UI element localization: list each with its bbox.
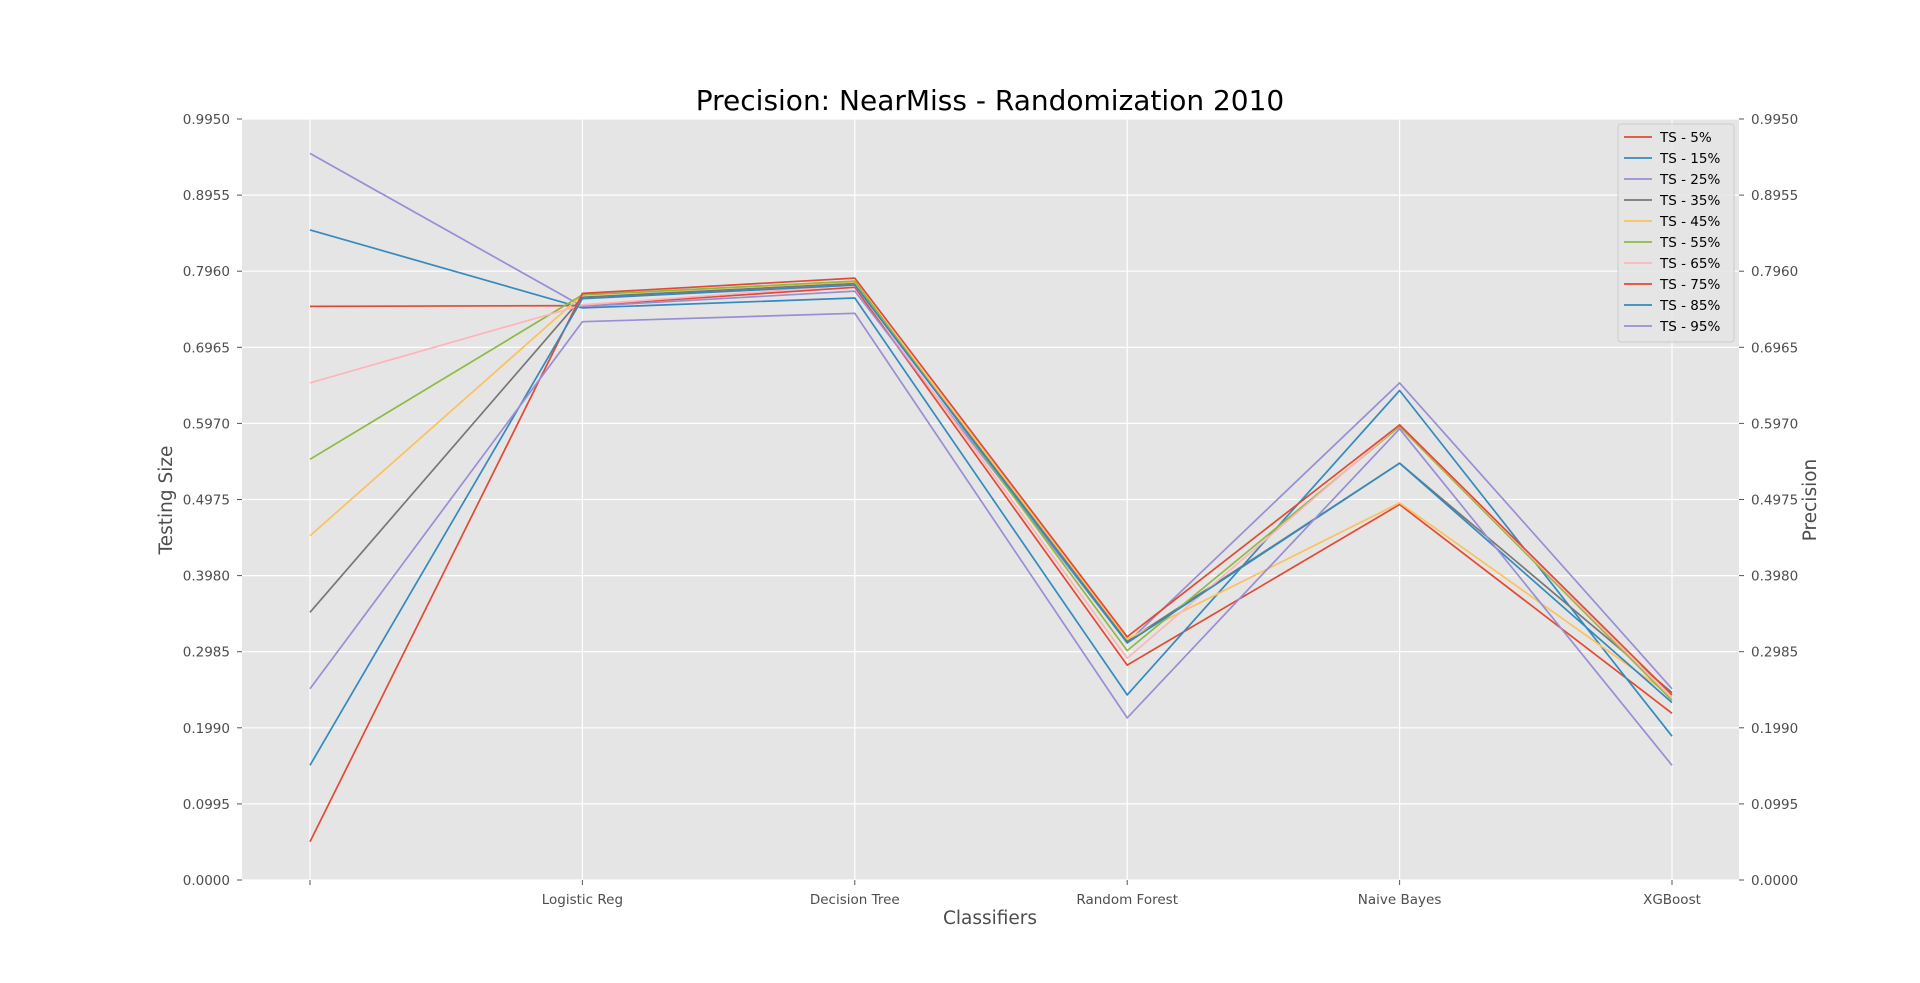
right-y-tick-label: 0.0995 bbox=[1751, 797, 1798, 813]
right-y-tick-label: 0.5970 bbox=[1751, 416, 1798, 432]
left-y-tick-label: 0.8955 bbox=[183, 188, 230, 204]
series-line-10 bbox=[309, 312, 1673, 766]
right-y-axis-title: Precision bbox=[1800, 459, 1821, 542]
legend-label: TS - 95% bbox=[1659, 319, 1720, 335]
legend: TS - 5% TS - 15% TS - 25% TS - 35% TS - 45% T… bbox=[1617, 123, 1735, 343]
right-y-tick-label: 0.7960 bbox=[1751, 264, 1798, 280]
x-axis-title: Classifiers bbox=[943, 908, 1037, 929]
x-tick-label: Logistic Reg bbox=[542, 892, 623, 908]
right-y-tick-label: 0.4975 bbox=[1751, 493, 1798, 509]
series-line-2 bbox=[309, 229, 1673, 737]
series-line-4 bbox=[309, 282, 1673, 694]
left-y-tick-label: 0.9950 bbox=[183, 112, 230, 128]
right-y-tick-label: 0.2985 bbox=[1751, 645, 1798, 661]
left-y-tick-label: 0.2985 bbox=[183, 645, 230, 661]
right-y-tick-label: 0.3980 bbox=[1751, 569, 1798, 585]
legend-label: TS - 55% bbox=[1659, 235, 1720, 251]
left-y-tick-label: 0.7960 bbox=[183, 264, 230, 280]
x-tick-label: Naive Bayes bbox=[1358, 892, 1442, 908]
series-line-9 bbox=[309, 284, 1673, 766]
right-y-tick-label: 0.6965 bbox=[1751, 340, 1798, 356]
x-tick-label: Random Forest bbox=[1076, 892, 1178, 908]
left-y-tick-label: 0.0995 bbox=[183, 797, 230, 813]
legend-label: TS - 75% bbox=[1659, 277, 1720, 293]
chart-title: Precision: NearMiss - Randomization 2010 bbox=[696, 84, 1284, 117]
right-y-tick-label: 0.8955 bbox=[1751, 188, 1798, 204]
left-y-axis: 0.0000 0.0995 0.1990 0.2985 0.3980 0.4975 0.59… bbox=[183, 112, 242, 889]
left-y-axis-title: Testing Size bbox=[156, 446, 177, 556]
left-y-tick-label: 0.1990 bbox=[183, 721, 230, 737]
series-line-6 bbox=[309, 280, 1673, 701]
x-axis: Logistic Reg Decision Tree Random Forest Na… bbox=[309, 880, 1701, 908]
right-y-tick-label: 0.0000 bbox=[1751, 873, 1798, 889]
series-lines bbox=[309, 152, 1673, 843]
legend-label: TS - 25% bbox=[1659, 172, 1720, 188]
right-y-tick-label: 0.9950 bbox=[1751, 112, 1798, 128]
x-tick-label: Decision Tree bbox=[810, 892, 900, 908]
legend-label: TS - 15% bbox=[1659, 151, 1720, 167]
right-y-tick-label: 0.1990 bbox=[1751, 721, 1798, 737]
left-y-tick-label: 0.5970 bbox=[183, 416, 230, 432]
legend-label: TS - 45% bbox=[1659, 214, 1720, 230]
series-line-8 bbox=[309, 277, 1673, 843]
x-tick-label: XGBoost bbox=[1643, 892, 1701, 908]
series-line-5 bbox=[309, 281, 1673, 698]
legend-label: TS - 65% bbox=[1659, 256, 1720, 272]
left-y-tick-label: 0.0000 bbox=[183, 873, 230, 889]
legend-label: TS - 35% bbox=[1659, 193, 1720, 209]
right-y-axis: 0.0000 0.0995 0.1990 0.2985 0.3980 0.4975 0.59… bbox=[1739, 112, 1798, 889]
legend-label: TS - 85% bbox=[1659, 298, 1720, 314]
legend-label: TS - 5% bbox=[1659, 130, 1712, 146]
left-y-tick-label: 0.6965 bbox=[183, 340, 230, 356]
grid bbox=[242, 118, 1739, 881]
left-y-tick-label: 0.3980 bbox=[183, 569, 230, 585]
series-line-1 bbox=[309, 286, 1673, 714]
left-y-tick-label: 0.4975 bbox=[183, 493, 230, 509]
